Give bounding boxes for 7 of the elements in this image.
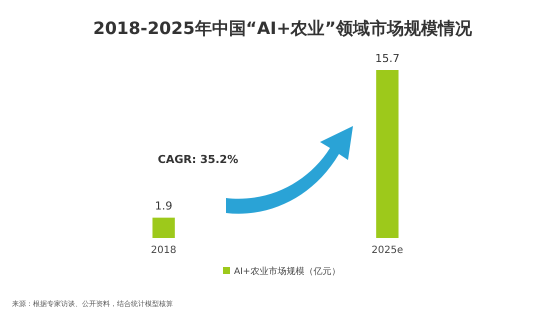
annotation: CAGR: 35.2% bbox=[158, 153, 238, 166]
data-label: 15.7 bbox=[375, 52, 400, 65]
legend-label: AI+农业市场规模（亿元） bbox=[234, 266, 340, 277]
data-label: 1.9 bbox=[154, 200, 172, 213]
x-tick-label: 2025e bbox=[372, 245, 404, 256]
chart-title: 2018-2025年中国“AI+农业”领域市场规模情况 bbox=[93, 19, 473, 39]
x-tick-label: 2018 bbox=[150, 245, 176, 256]
